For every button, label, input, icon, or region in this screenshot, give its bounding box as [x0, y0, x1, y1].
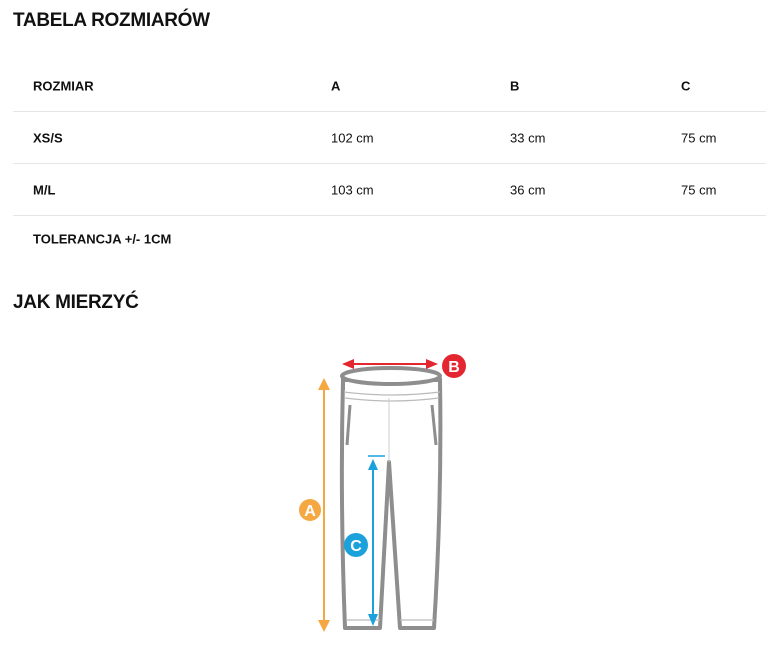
size-cell: XS/S [33, 130, 63, 145]
c-cell: 75 cm [681, 182, 717, 197]
table-row: M/L 103 cm 36 cm 75 cm [13, 164, 766, 216]
header-size: ROZMIAR [33, 78, 94, 93]
label-c: C [350, 538, 362, 555]
size-table-title: TABELA ROZMIARÓW [13, 10, 210, 31]
c-cell: 75 cm [681, 130, 717, 145]
a-cell: 102 cm [331, 130, 374, 145]
header-c: C [681, 78, 691, 93]
size-cell: M/L [33, 182, 56, 197]
b-cell: 33 cm [510, 130, 546, 145]
size-table: ROZMIAR A B C XS/S 102 cm 33 cm 75 cm M/… [13, 60, 766, 262]
header-b: B [510, 78, 520, 93]
header-a: A [331, 78, 341, 93]
tolerance-note: TOLERANCJA +/- 1CM [33, 231, 172, 247]
measure-c: C [344, 455, 385, 626]
table-row: XS/S 102 cm 33 cm 75 cm [13, 112, 766, 164]
measure-b: B [342, 354, 466, 378]
label-b: B [448, 359, 460, 376]
label-a: A [304, 503, 316, 520]
pants-outline [339, 366, 443, 630]
table-header-row: ROZMIAR A B C [13, 60, 766, 112]
a-cell: 103 cm [331, 182, 374, 197]
measure-a: A [299, 378, 330, 632]
how-to-measure-title: JAK MIERZYĆ [13, 292, 139, 313]
b-cell: 36 cm [510, 182, 546, 197]
tolerance-row: TOLERANCJA +/- 1CM [13, 216, 766, 262]
